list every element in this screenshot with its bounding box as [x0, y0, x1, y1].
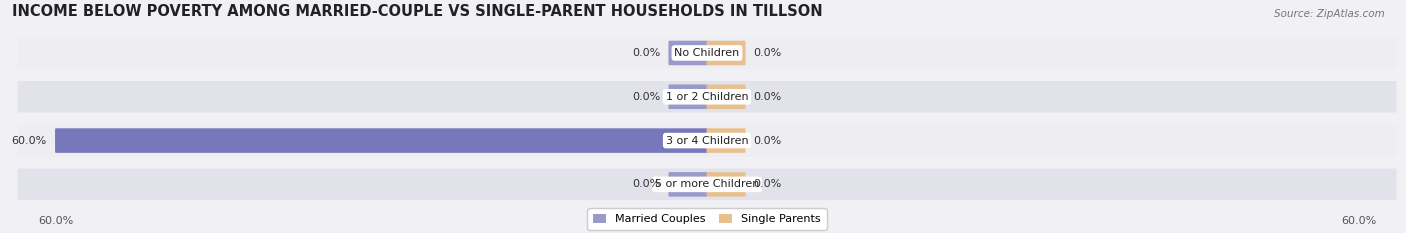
Text: 5 or more Children: 5 or more Children — [655, 179, 759, 189]
Text: 0.0%: 0.0% — [754, 179, 782, 189]
FancyBboxPatch shape — [706, 172, 745, 197]
Text: INCOME BELOW POVERTY AMONG MARRIED-COUPLE VS SINGLE-PARENT HOUSEHOLDS IN TILLSON: INCOME BELOW POVERTY AMONG MARRIED-COUPL… — [13, 4, 823, 19]
FancyBboxPatch shape — [18, 169, 1396, 200]
FancyBboxPatch shape — [668, 85, 707, 109]
Text: 0.0%: 0.0% — [754, 92, 782, 102]
Text: 0.0%: 0.0% — [754, 48, 782, 58]
Legend: Married Couples, Single Parents: Married Couples, Single Parents — [588, 208, 827, 230]
Text: 0.0%: 0.0% — [633, 48, 661, 58]
Text: Source: ZipAtlas.com: Source: ZipAtlas.com — [1274, 9, 1385, 19]
FancyBboxPatch shape — [18, 125, 1396, 156]
FancyBboxPatch shape — [706, 85, 745, 109]
Text: 3 or 4 Children: 3 or 4 Children — [665, 136, 748, 146]
FancyBboxPatch shape — [668, 172, 707, 197]
Text: 0.0%: 0.0% — [754, 136, 782, 146]
Text: 0.0%: 0.0% — [633, 92, 661, 102]
FancyBboxPatch shape — [706, 41, 745, 65]
FancyBboxPatch shape — [668, 41, 707, 65]
FancyBboxPatch shape — [18, 81, 1396, 113]
FancyBboxPatch shape — [18, 37, 1396, 69]
Text: 0.0%: 0.0% — [633, 179, 661, 189]
FancyBboxPatch shape — [55, 128, 707, 153]
FancyBboxPatch shape — [706, 128, 745, 153]
Text: 60.0%: 60.0% — [11, 136, 46, 146]
Text: 1 or 2 Children: 1 or 2 Children — [665, 92, 748, 102]
Text: No Children: No Children — [675, 48, 740, 58]
